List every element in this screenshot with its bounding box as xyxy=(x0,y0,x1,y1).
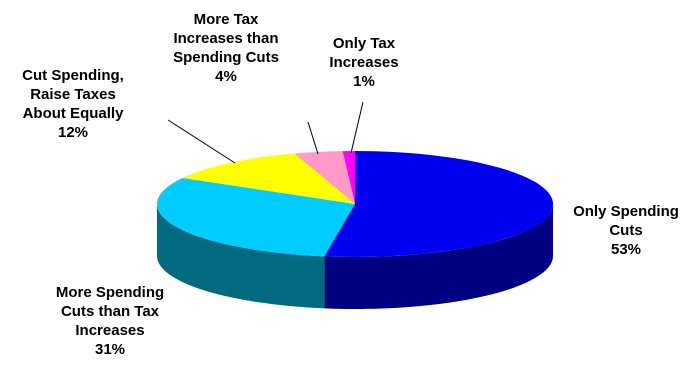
slice-labels: Only Spending Cuts 53% More Spending Cuts th… xyxy=(22,11,679,358)
slice-name-line: Increases xyxy=(75,322,144,339)
slice-percent-label: 53% xyxy=(611,241,641,258)
slice-label-only-spending-cuts: Only Spending Cuts 53% xyxy=(573,203,679,258)
slice-name-line: Only Spending xyxy=(573,203,679,220)
leader-line-more-tax-increases-than-spending-cuts xyxy=(307,121,319,155)
pie-slice-only-spending-cuts xyxy=(324,151,553,257)
pie-slice-only-tax-increases xyxy=(342,151,355,204)
slice-name-line: More Spending xyxy=(56,284,164,301)
slice-name-line: Increases xyxy=(329,54,398,71)
slice-label-cut-spending-raise-taxes-about-equally: Cut Spending, Raise Taxes About Equally 12% xyxy=(22,67,124,141)
slice-name-line: Cuts xyxy=(609,222,642,239)
slice-name-line: Cuts than Tax xyxy=(61,303,160,320)
slice-name-line: Spending Cuts xyxy=(173,49,279,66)
slice-name-line: Cut Spending, xyxy=(22,67,124,84)
slice-percent-label: 12% xyxy=(58,124,88,141)
slice-name-line: Raise Taxes xyxy=(30,86,116,103)
pie-tops xyxy=(156,151,553,257)
pie-slice-cut-spending-raise-taxes-about-equally xyxy=(182,153,355,204)
leader-line-cut-spending-raise-taxes-about-equally xyxy=(167,119,236,164)
slice-label-only-tax-increases: Only Tax Increases 1% xyxy=(329,35,398,90)
slice-name-line: About Equally xyxy=(23,105,124,122)
slice-percent-label: 1% xyxy=(353,73,375,90)
pie-side-more-spending-cuts-than-tax-increases xyxy=(157,204,325,309)
slice-label-more-spending-cuts-than-tax-increases: More Spending Cuts than Tax Increases 31% xyxy=(56,284,164,358)
pie-slice-more-tax-increases-than-spending-cuts xyxy=(294,151,355,204)
leader-line-only-tax-increases xyxy=(350,101,364,154)
pie-side-only-spending-cuts xyxy=(324,204,553,309)
leader-lines xyxy=(167,101,364,164)
slice-name-line: More Tax xyxy=(194,11,259,28)
slice-percent-label: 4% xyxy=(215,68,237,85)
slice-name-line: Increases than xyxy=(173,30,278,47)
slice-percent-label: 31% xyxy=(95,341,125,358)
pie-slice-more-spending-cuts-than-tax-increases xyxy=(156,177,355,257)
slice-label-more-tax-increases-than-spending-cuts: More Tax Increases than Spending Cuts 4% xyxy=(173,11,279,85)
pie-sides xyxy=(157,204,553,309)
slice-name-line: Only Tax xyxy=(333,35,396,52)
